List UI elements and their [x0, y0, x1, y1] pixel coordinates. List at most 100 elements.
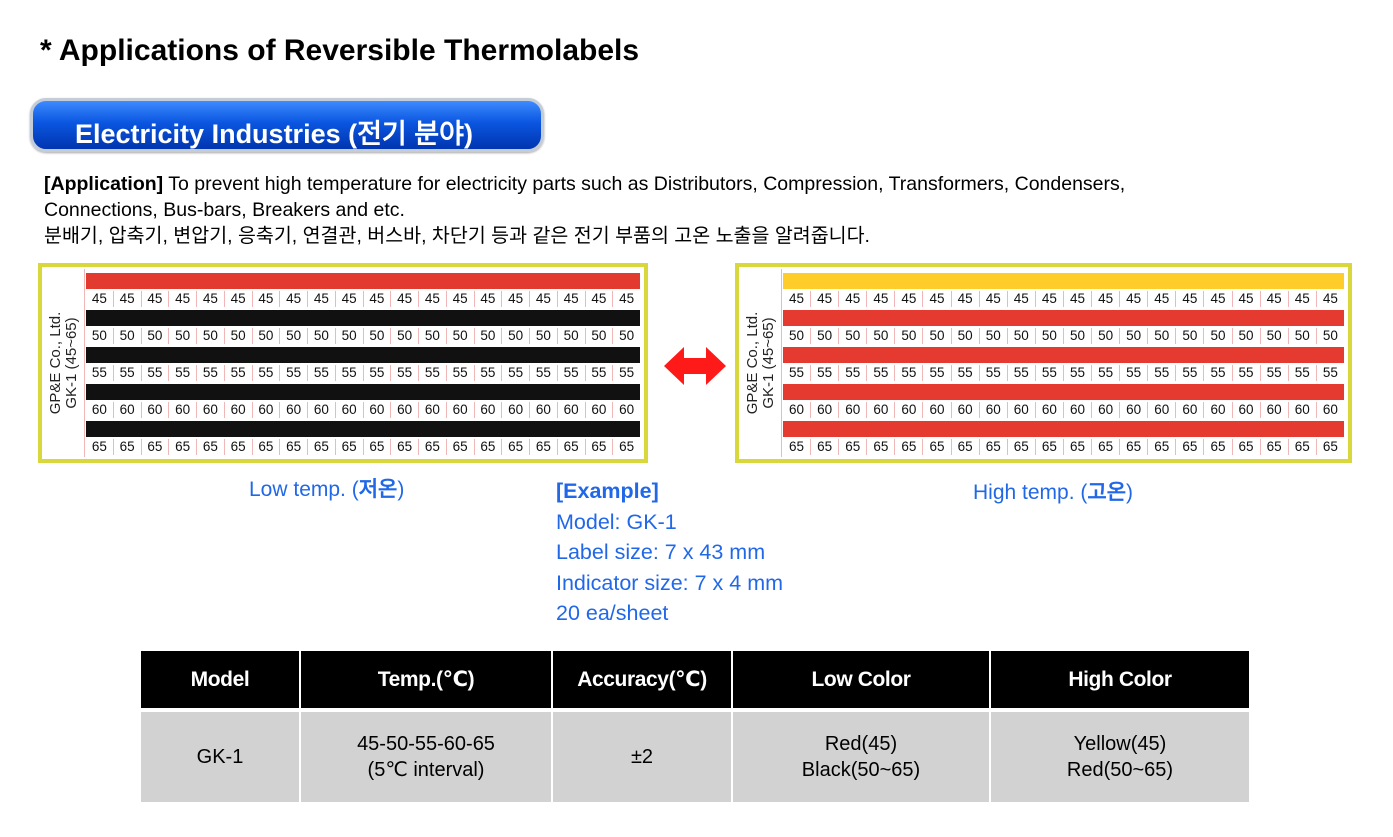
- application-line-3-korean: 분배기, 압축기, 변압기, 응축기, 연결관, 버스바, 차단기 등과 같은 …: [44, 225, 870, 247]
- temp-mark: 45: [1119, 291, 1147, 307]
- temp-mark: 50: [1062, 328, 1091, 344]
- temp-mark: 55: [1006, 365, 1035, 381]
- temp-mark: 65: [279, 439, 307, 455]
- sheet-side-label: GP&E Co., Ltd. GK-1 (45~65): [44, 269, 85, 457]
- temp-mark: 60: [1287, 402, 1316, 418]
- temp-mark: 65: [362, 439, 391, 455]
- label-sheet-low-temp: GP&E Co., Ltd. GK-1 (45~65) 45 45 45 45 45 45…: [38, 263, 648, 463]
- temp-mark: 50: [584, 328, 613, 344]
- temp-mark: 50: [279, 328, 307, 344]
- indicator-row-55: 55 55 55 55 55 55 55 55 55 55 55 55 55 55 55 55 55 55 55 55: [783, 345, 1344, 382]
- temp-mark: 45: [140, 291, 169, 307]
- temp-mark: 45: [1203, 291, 1231, 307]
- indicator-bar: [783, 347, 1344, 363]
- temp-mark: 50: [307, 328, 335, 344]
- temp-mark: 55: [334, 365, 363, 381]
- temp-mark: 60: [810, 402, 838, 418]
- temp-mark: 45: [584, 291, 613, 307]
- temp-mark: 50: [1175, 328, 1203, 344]
- temp-mark: 60: [223, 402, 252, 418]
- temp-mark: 45: [501, 291, 529, 307]
- temp-mark: 55: [362, 365, 391, 381]
- temp-mark: 50: [362, 328, 391, 344]
- temp-mark: 60: [140, 402, 169, 418]
- temp-mark: 60: [168, 402, 196, 418]
- temp-mark: 65: [112, 439, 141, 455]
- temp-mark: 50: [168, 328, 196, 344]
- temp-mark: 45: [334, 291, 363, 307]
- indicator-bar: [86, 421, 640, 437]
- temp-mark: 65: [223, 439, 252, 455]
- temp-mark: 65: [473, 439, 502, 455]
- temp-mark: 50: [838, 328, 866, 344]
- low-temp-caption: Low temp. (저온): [249, 478, 405, 501]
- temp-mark: 55: [866, 365, 894, 381]
- temp-mark: 60: [1062, 402, 1091, 418]
- temp-mark: 50: [1147, 328, 1175, 344]
- temp-mark: 55: [196, 365, 224, 381]
- temp-mark: 50: [612, 328, 640, 344]
- temp-mark: 50: [1034, 328, 1063, 344]
- temp-mark: 50: [1006, 328, 1035, 344]
- temp-mark: 55: [1119, 365, 1147, 381]
- temp-mark: 45: [838, 291, 866, 307]
- cell-temp: 45-50-55-60-65 (5℃ interval): [300, 708, 553, 802]
- temp-mark: 65: [838, 439, 866, 455]
- temp-mark: 60: [1119, 402, 1147, 418]
- temp-mark: 65: [1091, 439, 1119, 455]
- temp-mark: 60: [556, 402, 585, 418]
- temp-mark: 60: [91, 402, 107, 417]
- temp-mark: 45: [922, 291, 950, 307]
- indicator-row-60: 60 60 60 60 60 60 60 60 60 60 60 60 60 60 60 60 60 60 60 60: [86, 382, 640, 419]
- page-title: * Applications of Reversible Thermolabel…: [40, 34, 640, 67]
- temp-mark: 45: [473, 291, 502, 307]
- temp-mark: 50: [1231, 328, 1260, 344]
- temp-mark: 45: [91, 291, 107, 306]
- temp-mark: 65: [1259, 439, 1288, 455]
- temp-mark: 45: [1034, 291, 1063, 307]
- temp-mark: 60: [112, 402, 141, 418]
- temp-mark: 55: [1259, 365, 1288, 381]
- temp-mark: 50: [810, 328, 838, 344]
- temp-mark: 60: [866, 402, 894, 418]
- temp-mark: 55: [112, 365, 141, 381]
- indicator-row-55: 55 55 55 55 55 55 55 55 55 55 55 55 55 55 55 55 55 55 55 55: [86, 345, 640, 382]
- header-temp: Temp.(℃): [300, 651, 553, 710]
- temp-mark: 65: [1034, 439, 1063, 455]
- temp-mark: 50: [501, 328, 529, 344]
- temp-mark: 60: [1175, 402, 1203, 418]
- temp-mark: 45: [810, 291, 838, 307]
- temp-mark: 45: [789, 291, 805, 306]
- example-per-sheet: 20 ea/sheet: [556, 601, 669, 625]
- temp-mark: 55: [789, 365, 805, 380]
- section-header-label: Electricity Industries (전기 분야): [75, 119, 473, 149]
- temp-mark: 45: [223, 291, 252, 307]
- temp-mark: 65: [1147, 439, 1175, 455]
- example-model: Model: GK-1: [556, 509, 677, 534]
- temp-mark: 45: [612, 291, 640, 307]
- temp-mark: 65: [251, 439, 280, 455]
- temp-mark: 55: [1034, 365, 1063, 381]
- cell-low-color: Red(45) Black(50~65): [732, 708, 991, 802]
- temp-mark: 60: [1259, 402, 1288, 418]
- temp-mark: 55: [838, 365, 866, 381]
- temp-mark: 50: [445, 328, 474, 344]
- temp-mark: 55: [1203, 365, 1231, 381]
- temp-mark: 65: [1062, 439, 1091, 455]
- temp-mark: 45: [1091, 291, 1119, 307]
- temp-mark: 65: [1315, 439, 1344, 455]
- temp-mark: 55: [279, 365, 307, 381]
- temp-mark: 45: [307, 291, 335, 307]
- temp-mark: 60: [1147, 402, 1175, 418]
- temp-mark: 65: [556, 439, 585, 455]
- temp-mark: 60: [418, 402, 446, 418]
- sheet-side-label: GP&E Co., Ltd. GK-1 (45~65): [741, 269, 782, 457]
- high-temp-caption: High temp. (고온): [973, 481, 1134, 504]
- temp-mark: 65: [307, 439, 335, 455]
- temp-mark: 60: [789, 402, 805, 417]
- temp-mark: 50: [112, 328, 141, 344]
- temp-mark: 60: [307, 402, 335, 418]
- temp-mark: 55: [950, 365, 979, 381]
- temp-mark: 60: [1006, 402, 1035, 418]
- temp-mark: 55: [810, 365, 838, 381]
